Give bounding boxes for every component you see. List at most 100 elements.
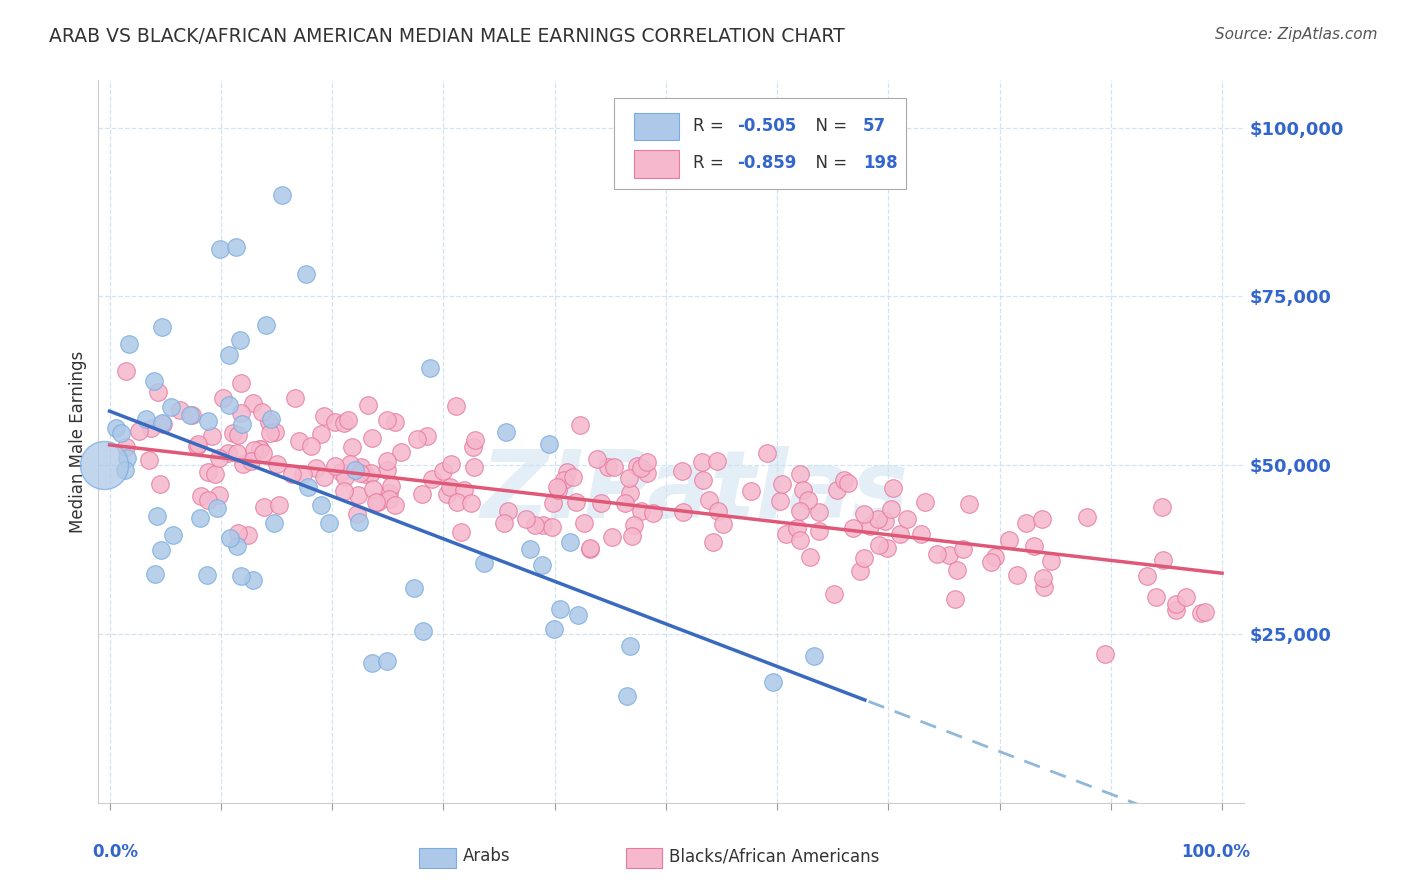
Point: [832, 473, 855, 487]
Point: [643, 506, 665, 520]
Point: [323, 458, 346, 473]
Point: [225, 446, 247, 460]
Point: [305, 461, 328, 475]
Point: [546, 480, 568, 494]
Text: R =: R =: [693, 154, 730, 172]
Point: [1040, 554, 1063, 568]
Point: [619, 639, 641, 653]
Text: 198: 198: [863, 154, 897, 172]
Point: [339, 457, 361, 471]
Point: [344, 463, 367, 477]
Point: [553, 474, 575, 488]
Point: [1144, 591, 1167, 605]
Point: [740, 484, 762, 499]
Point: [873, 514, 896, 528]
Point: [218, 531, 240, 545]
Point: [330, 465, 353, 479]
Point: [770, 477, 793, 491]
Point: [807, 504, 830, 518]
Point: [188, 510, 211, 524]
Point: [1031, 512, 1053, 526]
Text: -0.859: -0.859: [737, 154, 796, 172]
FancyBboxPatch shape: [626, 847, 662, 868]
Point: [299, 439, 322, 453]
Point: [463, 459, 485, 474]
Point: [187, 436, 209, 450]
Point: [377, 654, 399, 668]
Point: [1194, 605, 1216, 619]
Point: [350, 459, 373, 474]
Point: [118, 337, 141, 351]
Point: [876, 541, 898, 556]
Point: [375, 454, 398, 468]
Point: [252, 446, 274, 460]
Point: [702, 535, 724, 549]
Point: [562, 469, 585, 483]
Point: [432, 464, 454, 478]
Point: [231, 569, 253, 583]
Point: [150, 417, 173, 431]
Point: [419, 360, 441, 375]
Point: [389, 445, 412, 459]
Point: [309, 498, 332, 512]
Point: [179, 409, 201, 423]
Point: [880, 501, 903, 516]
Point: [620, 529, 643, 543]
Point: [360, 466, 382, 480]
Point: [266, 457, 288, 471]
Point: [579, 541, 602, 556]
Point: [1164, 602, 1187, 616]
Point: [538, 437, 561, 451]
Point: [531, 518, 554, 533]
Point: [225, 539, 247, 553]
Point: [195, 567, 218, 582]
Point: [1076, 510, 1098, 524]
Point: [1015, 516, 1038, 530]
Point: [254, 318, 277, 332]
Point: [226, 427, 249, 442]
Point: [853, 508, 876, 522]
Point: [181, 409, 204, 423]
Point: [143, 567, 166, 582]
Point: [366, 495, 388, 509]
Point: [446, 495, 468, 509]
Point: [980, 555, 1002, 569]
Point: [340, 440, 363, 454]
Point: [543, 496, 565, 510]
Point: [221, 426, 243, 441]
FancyBboxPatch shape: [634, 151, 679, 178]
Text: ZIPatlas: ZIPatlas: [481, 446, 908, 538]
Point: [128, 424, 150, 438]
Point: [323, 415, 346, 429]
Point: [492, 516, 515, 530]
Point: [792, 483, 814, 497]
Point: [135, 411, 157, 425]
Point: [1094, 647, 1116, 661]
Point: [197, 465, 219, 479]
Text: N =: N =: [806, 117, 853, 135]
Point: [378, 491, 401, 506]
Point: [1175, 590, 1198, 604]
Point: [204, 467, 226, 482]
Point: [139, 421, 162, 435]
Point: [769, 494, 792, 508]
Point: [1007, 567, 1029, 582]
Point: [114, 463, 136, 477]
Point: [548, 602, 571, 616]
Point: [236, 528, 259, 542]
Point: [1166, 597, 1188, 611]
Point: [260, 412, 283, 426]
Point: [240, 454, 263, 468]
Point: [243, 443, 266, 458]
Point: [523, 517, 546, 532]
Point: [789, 504, 811, 518]
Point: [232, 457, 254, 471]
Point: [337, 413, 360, 427]
Point: [439, 457, 461, 471]
Point: [291, 467, 314, 482]
Point: [361, 656, 384, 670]
Point: [803, 649, 825, 664]
Point: [242, 574, 264, 588]
Point: [825, 483, 848, 497]
Point: [205, 500, 228, 515]
